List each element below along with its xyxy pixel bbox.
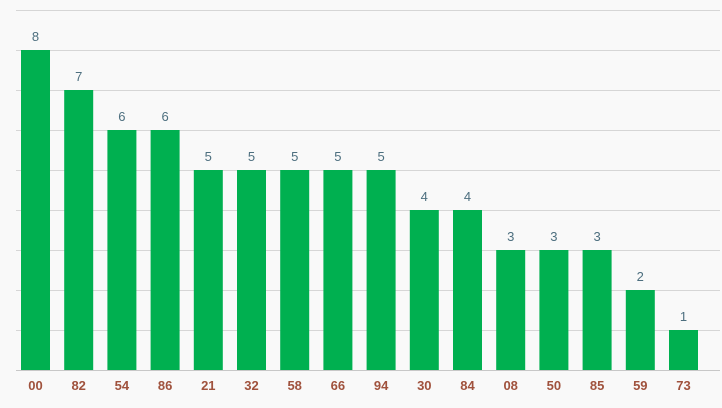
value-label-21: 5 bbox=[205, 149, 212, 164]
value-label-30: 4 bbox=[421, 189, 428, 204]
bar-08 bbox=[496, 250, 526, 370]
bar-30 bbox=[409, 210, 439, 370]
value-label-82: 7 bbox=[75, 69, 82, 84]
value-label-54: 6 bbox=[118, 109, 125, 124]
bar-94 bbox=[366, 170, 396, 370]
x-axis: 00 82 54 86 21 32 58 66 94 30 84 08 50 85 59 73 bbox=[28, 378, 690, 393]
bar-66 bbox=[323, 170, 353, 370]
value-label-85: 3 bbox=[593, 229, 600, 244]
x-tick-label-21: 21 bbox=[201, 378, 215, 393]
value-label-66: 5 bbox=[334, 149, 341, 164]
x-tick-label-84: 84 bbox=[460, 378, 475, 393]
x-tick-label-08: 08 bbox=[503, 378, 517, 393]
x-tick-label-32: 32 bbox=[244, 378, 258, 393]
bar-58 bbox=[280, 170, 310, 370]
x-tick-label-00: 00 bbox=[28, 378, 42, 393]
value-label-00: 8 bbox=[32, 29, 39, 44]
value-labels: 8 7 6 6 5 5 5 5 5 4 4 3 3 3 2 1 bbox=[32, 29, 687, 324]
bar-50 bbox=[539, 250, 569, 370]
bar-32 bbox=[237, 170, 266, 370]
value-label-84: 4 bbox=[464, 189, 471, 204]
bar-85 bbox=[582, 250, 612, 370]
x-tick-label-86: 86 bbox=[158, 378, 172, 393]
value-label-94: 5 bbox=[377, 149, 384, 164]
x-tick-label-30: 30 bbox=[417, 378, 431, 393]
bar-54 bbox=[107, 130, 137, 370]
x-tick-label-94: 94 bbox=[374, 378, 389, 393]
bar-84 bbox=[453, 210, 482, 370]
value-label-73: 1 bbox=[680, 309, 687, 324]
x-tick-label-58: 58 bbox=[287, 378, 301, 393]
value-label-86: 6 bbox=[161, 109, 168, 124]
value-label-50: 3 bbox=[550, 229, 557, 244]
x-tick-label-82: 82 bbox=[71, 378, 85, 393]
x-tick-label-85: 85 bbox=[590, 378, 604, 393]
x-tick-label-54: 54 bbox=[115, 378, 130, 393]
value-label-08: 3 bbox=[507, 229, 514, 244]
bar-00 bbox=[21, 50, 50, 370]
bar-73 bbox=[669, 330, 698, 370]
value-label-59: 2 bbox=[637, 269, 644, 284]
bar-59 bbox=[625, 290, 655, 370]
bar-86 bbox=[150, 130, 180, 370]
bar-21 bbox=[193, 170, 223, 370]
x-tick-label-66: 66 bbox=[331, 378, 345, 393]
x-tick-label-50: 50 bbox=[547, 378, 561, 393]
x-tick-label-59: 59 bbox=[633, 378, 647, 393]
value-label-32: 5 bbox=[248, 149, 255, 164]
bars bbox=[21, 50, 698, 370]
bar-82 bbox=[64, 90, 94, 370]
x-tick-label-73: 73 bbox=[676, 378, 690, 393]
value-label-58: 5 bbox=[291, 149, 298, 164]
